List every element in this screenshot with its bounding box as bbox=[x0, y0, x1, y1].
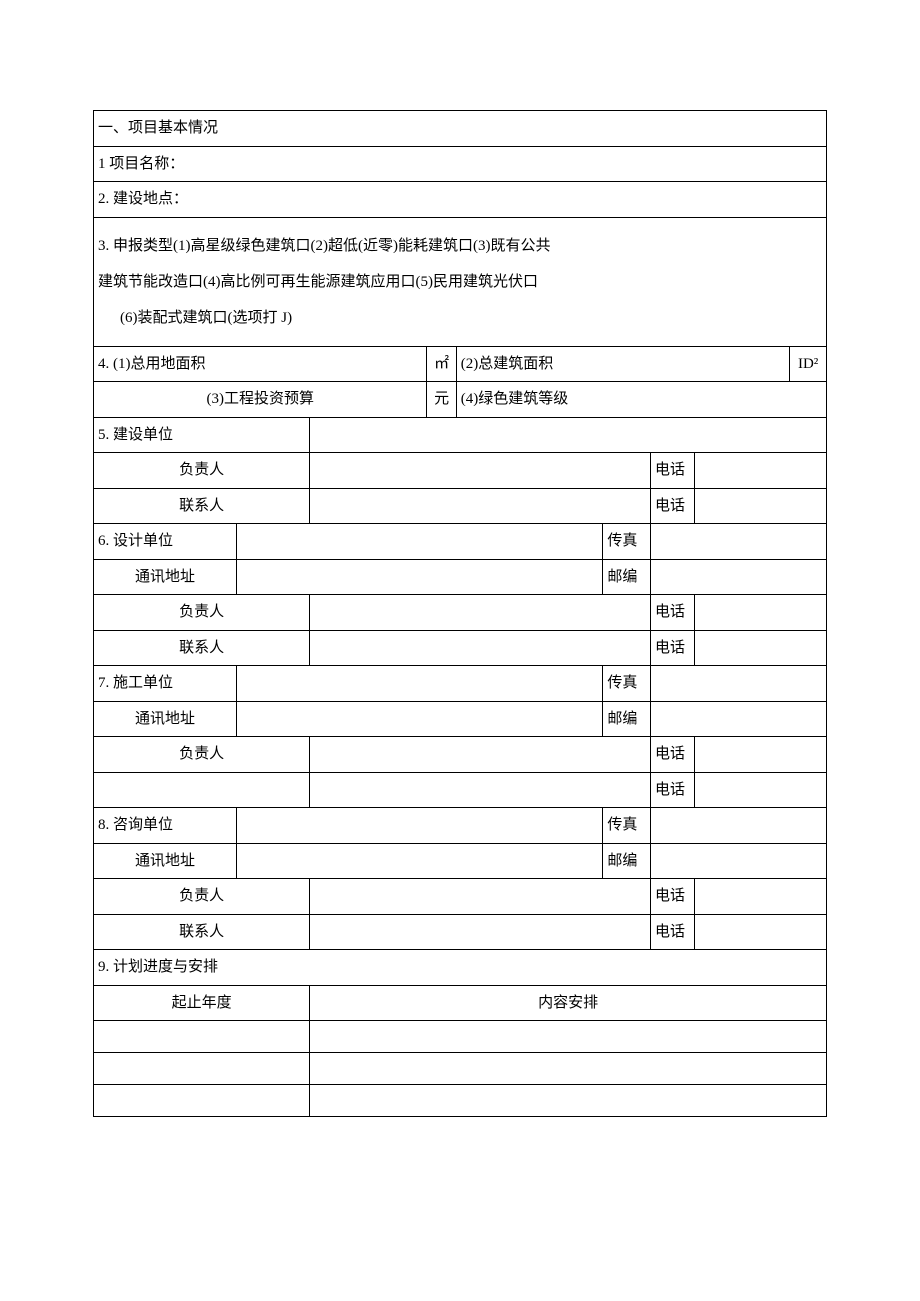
col-content: 内容安排 bbox=[310, 985, 827, 1021]
label-cz-8: 传真 bbox=[603, 808, 651, 844]
label-dh-7b: 电话 bbox=[651, 772, 695, 808]
row-location: 2. 建设地点： bbox=[94, 182, 827, 218]
schedule-r1c1 bbox=[94, 1021, 310, 1053]
value-yb-7 bbox=[651, 701, 827, 737]
unit-sqm: ㎡ bbox=[427, 346, 456, 382]
label-lxr-8: 联系人 bbox=[94, 914, 310, 950]
row-apply-type: 3. 申报类型(1)高星级绿色建筑口(2)超低(近零)能耗建筑口(3)既有公共 … bbox=[94, 217, 827, 346]
label-yb-6: 邮编 bbox=[603, 559, 651, 595]
value-dh-7a bbox=[695, 737, 827, 773]
value-cz-6 bbox=[651, 524, 827, 560]
label-dh-5a: 电话 bbox=[651, 453, 695, 489]
value-build-unit bbox=[310, 417, 827, 453]
label-design-unit: 6. 设计单位 bbox=[94, 524, 237, 560]
label-cz-7: 传真 bbox=[603, 666, 651, 702]
apply-type-line3: (6)装配式建筑口(选项打 J) bbox=[98, 300, 292, 336]
value-lxr-7 bbox=[310, 772, 651, 808]
apply-type-line2: 建筑节能改造口(4)高比例可再生能源建筑应用口(5)民用建筑光伏口 bbox=[98, 274, 538, 290]
value-txdz-7 bbox=[236, 701, 602, 737]
value-dh-8b bbox=[695, 914, 827, 950]
value-dh-5b bbox=[695, 488, 827, 524]
value-dh-6b bbox=[695, 630, 827, 666]
schedule-r1c2 bbox=[310, 1021, 827, 1053]
schedule-r2c2 bbox=[310, 1053, 827, 1085]
value-yb-8 bbox=[651, 843, 827, 879]
section-title: 一、项目基本情况 bbox=[94, 111, 827, 147]
value-lxr-5 bbox=[310, 488, 651, 524]
apply-type-line1: 3. 申报类型(1)高星级绿色建筑口(2)超低(近零)能耗建筑口(3)既有公共 bbox=[98, 238, 550, 254]
value-cz-8 bbox=[651, 808, 827, 844]
value-dh-5a bbox=[695, 453, 827, 489]
schedule-r3c1 bbox=[94, 1085, 310, 1117]
value-design-unit bbox=[236, 524, 602, 560]
value-fzr-5 bbox=[310, 453, 651, 489]
label-lxr-5: 联系人 bbox=[94, 488, 310, 524]
label-txdz-8: 通讯地址 bbox=[94, 843, 237, 879]
label-dh-7a: 电话 bbox=[651, 737, 695, 773]
label-construct-unit: 7. 施工单位 bbox=[94, 666, 237, 702]
value-cz-7 bbox=[651, 666, 827, 702]
value-dh-7b bbox=[695, 772, 827, 808]
label-consult-unit: 8. 咨询单位 bbox=[94, 808, 237, 844]
col-year: 起止年度 bbox=[94, 985, 310, 1021]
label-dh-5b: 电话 bbox=[651, 488, 695, 524]
value-txdz-6 bbox=[236, 559, 602, 595]
unit-id2: ID² bbox=[790, 346, 827, 382]
label-budget: (3)工程投资预算 bbox=[94, 382, 427, 418]
value-lxr-8 bbox=[310, 914, 651, 950]
value-fzr-8 bbox=[310, 879, 651, 915]
label-txdz-7: 通讯地址 bbox=[94, 701, 237, 737]
value-construct-unit bbox=[236, 666, 602, 702]
value-txdz-8 bbox=[236, 843, 602, 879]
label-txdz-6: 通讯地址 bbox=[94, 559, 237, 595]
label-cz-6: 传真 bbox=[603, 524, 651, 560]
label-green-level: (4)绿色建筑等级 bbox=[456, 382, 826, 418]
value-yb-6 bbox=[651, 559, 827, 595]
value-fzr-6 bbox=[310, 595, 651, 631]
label-fzr-8: 负责人 bbox=[94, 879, 310, 915]
value-fzr-7 bbox=[310, 737, 651, 773]
label-dh-6b: 电话 bbox=[651, 630, 695, 666]
schedule-r2c1 bbox=[94, 1053, 310, 1085]
label-empty-7 bbox=[94, 772, 310, 808]
label-lxr-6: 联系人 bbox=[94, 630, 310, 666]
value-lxr-6 bbox=[310, 630, 651, 666]
label-dh-6a: 电话 bbox=[651, 595, 695, 631]
label-build-unit: 5. 建设单位 bbox=[94, 417, 310, 453]
label-fzr-6: 负责人 bbox=[94, 595, 310, 631]
label-dh-8b: 电话 bbox=[651, 914, 695, 950]
value-dh-8a bbox=[695, 879, 827, 915]
label-fzr-7: 负责人 bbox=[94, 737, 310, 773]
label-land-area: 4. (1)总用地面积 bbox=[94, 346, 427, 382]
label-yb-7: 邮编 bbox=[603, 701, 651, 737]
schedule-r3c2 bbox=[310, 1085, 827, 1117]
label-build-area: (2)总建筑面积 bbox=[456, 346, 789, 382]
row-project-name: 1 项目名称： bbox=[94, 146, 827, 182]
value-dh-6a bbox=[695, 595, 827, 631]
unit-yuan: 元 bbox=[427, 382, 456, 418]
label-yb-8: 邮编 bbox=[603, 843, 651, 879]
label-dh-8a: 电话 bbox=[651, 879, 695, 915]
label-fzr-5: 负责人 bbox=[94, 453, 310, 489]
row-schedule: 9. 计划进度与安排 bbox=[94, 950, 827, 986]
value-consult-unit bbox=[236, 808, 602, 844]
form-table: 一、项目基本情况 1 项目名称： 2. 建设地点： 3. 申报类型(1)高星级绿… bbox=[93, 110, 827, 1117]
